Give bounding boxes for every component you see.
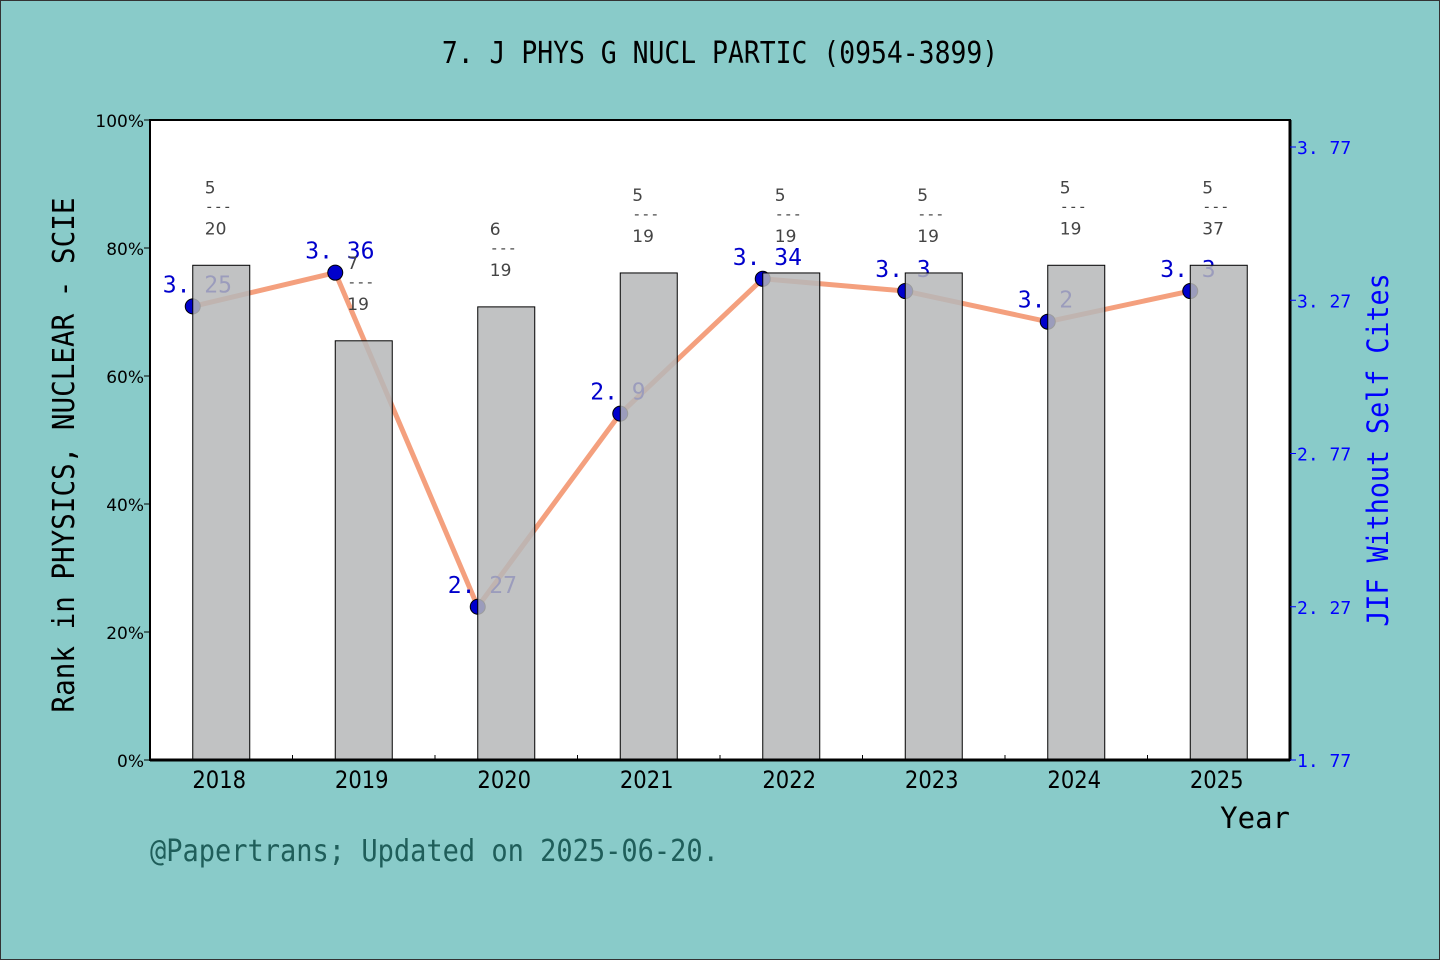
y2-axis-title: JIF Without Self Cites [1361,273,1395,626]
rank-numerator: 7 [347,254,358,274]
y-tick-label: 40% [106,496,144,516]
rank-denominator: 19 [775,227,797,247]
rank-bar [1189,264,1248,761]
x-tick-label: 2020 [477,767,531,795]
fraction-bar: --- [1060,197,1087,215]
x-axis-title: Year [1220,801,1290,835]
rank-bar [192,264,251,761]
y-axis-title: Rank in PHYSICS, NUCLEAR - SCIE [46,198,81,713]
rank-denominator: 19 [347,295,369,315]
y2-tick-label: 2. 27 [1297,598,1351,619]
y-tick-label: 60% [106,368,144,388]
x-tick-label: 2023 [905,767,959,795]
rank-numerator: 5 [205,178,216,198]
rank-denominator: 19 [490,261,512,281]
rank-numerator: 5 [632,186,643,206]
jif-line [192,270,1191,610]
x-tick-label: 2021 [620,767,674,795]
fraction-bar: --- [775,205,802,223]
x-tick-label: 2025 [1190,767,1244,795]
fraction-bar: --- [205,197,232,215]
rank-bar [762,272,821,761]
x-tick-label: 2018 [192,767,246,795]
rank-denominator: 19 [917,227,939,247]
plot-area [150,120,1290,760]
rank-denominator: 37 [1202,219,1224,239]
y2-tick-label: 3. 77 [1297,138,1351,159]
fraction-bar: --- [1202,197,1229,215]
y-tick-label: 80% [106,240,144,260]
y-tick-label: 0% [117,752,144,772]
jif-point-label: 3. 34 [733,245,802,271]
x-tick-label: 2019 [335,767,389,795]
jif-point-label: 3. 36 [305,239,374,265]
y-tick-label: 20% [106,624,144,644]
rank-denominator: 20 [205,219,227,239]
rank-bar [904,272,963,761]
fraction-bar: --- [347,273,374,291]
rank-denominator: 19 [1060,219,1082,239]
jif-marker [327,264,344,281]
x-tick-label: 2022 [762,767,816,795]
y-tick-label: 100% [95,112,144,132]
fraction-bar: --- [917,205,944,223]
chart-title: 7. J PHYS G NUCL PARTIC (0954-3899) [441,36,999,71]
fraction-bar: --- [632,205,659,223]
rank-bar [619,272,678,761]
rank-numerator: 5 [917,186,928,206]
fraction-bar: --- [490,239,517,257]
rank-numerator: 5 [1060,178,1071,198]
rank-numerator: 5 [1202,178,1213,198]
y2-tick-label: 1. 77 [1297,751,1351,772]
y2-tick-label: 3. 27 [1297,291,1351,312]
y2-tick-label: 2. 77 [1297,445,1351,466]
rank-numerator: 6 [490,220,501,240]
footer-credit: @Papertrans; Updated on 2025-06-20. [150,834,719,869]
rank-bar [477,306,536,761]
rank-denominator: 19 [632,227,654,247]
rank-bar [1047,264,1106,761]
rank-bar [334,340,393,761]
rank-numerator: 5 [775,186,786,206]
x-tick-label: 2024 [1047,767,1101,795]
